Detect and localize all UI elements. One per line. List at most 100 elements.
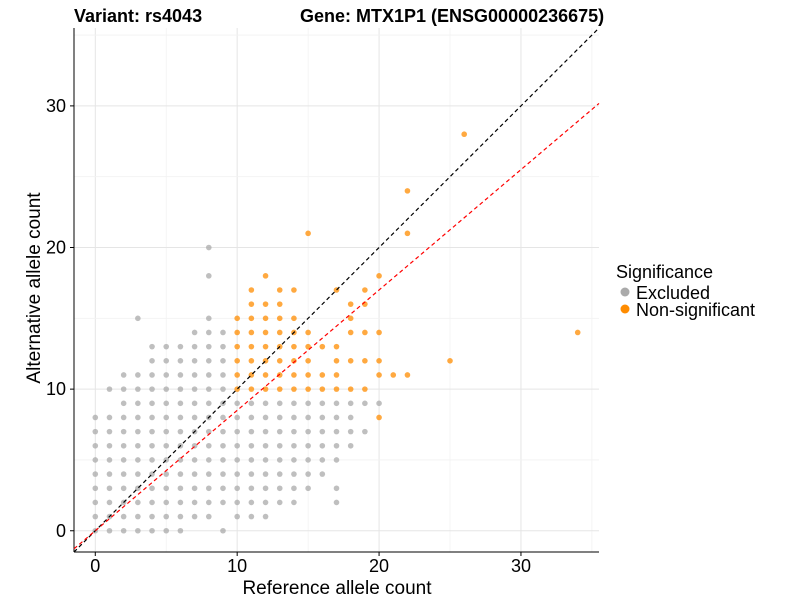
point-excluded [248, 442, 255, 449]
point-excluded [319, 442, 326, 449]
point-non-significant [291, 386, 297, 392]
point-non-significant [276, 315, 283, 322]
point-non-significant [234, 315, 240, 322]
point-excluded [220, 414, 226, 421]
point-excluded [220, 527, 226, 534]
point-excluded [291, 400, 297, 407]
point-excluded [163, 343, 170, 350]
point-excluded [92, 457, 99, 463]
point-non-significant [276, 329, 283, 336]
point-non-significant [376, 358, 382, 364]
point-excluded [347, 400, 354, 407]
point-excluded [305, 457, 311, 463]
point-excluded [163, 386, 170, 392]
point-excluded [149, 457, 155, 463]
point-non-significant [404, 230, 411, 237]
point-excluded [234, 428, 240, 435]
point-excluded [106, 428, 113, 435]
point-non-significant [234, 358, 240, 364]
point-excluded [305, 471, 311, 477]
axes: 0 10 20 30 0 10 20 30 [46, 28, 599, 576]
point-non-significant [276, 287, 283, 293]
point-excluded [333, 442, 340, 449]
point-excluded [333, 414, 340, 421]
point-excluded [120, 471, 127, 477]
point-excluded [333, 400, 340, 407]
point-excluded [120, 400, 127, 407]
point-excluded [120, 513, 127, 520]
point-excluded [220, 442, 226, 449]
point-excluded [205, 329, 212, 336]
point-excluded [248, 414, 255, 421]
point-excluded [276, 499, 283, 506]
point-excluded [163, 442, 170, 449]
point-excluded [163, 358, 170, 364]
point-non-significant [248, 301, 255, 307]
point-excluded [177, 457, 184, 463]
point-excluded [177, 358, 184, 364]
point-non-significant [291, 287, 297, 293]
point-excluded [220, 329, 226, 336]
point-excluded [92, 428, 99, 435]
x-tick-label: 0 [90, 556, 100, 576]
y-tick-label: 0 [56, 521, 66, 541]
point-non-significant [333, 386, 340, 392]
point-excluded [205, 343, 212, 350]
point-excluded [106, 499, 113, 506]
point-excluded [248, 457, 255, 463]
point-excluded [163, 372, 170, 378]
point-excluded [163, 485, 170, 492]
point-excluded [205, 315, 212, 322]
y-tick-label: 30 [46, 96, 66, 116]
point-non-significant [376, 372, 382, 378]
point-excluded [205, 428, 212, 435]
point-excluded [248, 513, 255, 520]
point-non-significant [262, 301, 269, 307]
point-non-significant [248, 358, 255, 364]
point-excluded [177, 485, 184, 492]
point-non-significant [305, 372, 311, 378]
chart-title-gene: Gene: MTX1P1 (ENSG00000236675) [300, 6, 604, 26]
point-excluded [149, 527, 155, 534]
point-excluded [362, 428, 368, 435]
x-tick-label: 20 [369, 556, 389, 576]
point-excluded [248, 499, 255, 506]
point-non-significant [305, 358, 311, 364]
point-non-significant [291, 315, 297, 322]
point-excluded [319, 414, 326, 421]
point-non-significant [376, 273, 382, 279]
point-excluded [92, 442, 99, 449]
point-excluded [291, 414, 297, 421]
y-tick-label: 20 [46, 238, 66, 258]
point-excluded [291, 428, 297, 435]
point-excluded [376, 400, 382, 407]
point-excluded [191, 471, 198, 477]
point-excluded [135, 414, 141, 421]
point-non-significant [276, 386, 283, 392]
point-excluded [149, 442, 155, 449]
point-non-significant [276, 301, 283, 307]
point-excluded [135, 428, 141, 435]
point-excluded [120, 428, 127, 435]
point-excluded [177, 414, 184, 421]
point-excluded [120, 414, 127, 421]
point-excluded [149, 499, 155, 506]
point-excluded [149, 386, 155, 392]
point-excluded [319, 428, 326, 435]
point-excluded [163, 499, 170, 506]
point-excluded [305, 428, 311, 435]
point-excluded [191, 400, 198, 407]
point-excluded [135, 471, 141, 477]
point-excluded [149, 372, 155, 378]
x-tick-label: 10 [227, 556, 247, 576]
point-non-significant [347, 315, 354, 322]
point-excluded [276, 414, 283, 421]
point-non-significant [305, 230, 311, 237]
legend-label-non-significant: Non-significant [636, 300, 755, 320]
point-excluded [347, 442, 354, 449]
point-excluded [135, 372, 141, 378]
point-non-significant [234, 372, 240, 378]
data-points [92, 131, 581, 534]
point-excluded [262, 485, 269, 492]
point-excluded [135, 527, 141, 534]
